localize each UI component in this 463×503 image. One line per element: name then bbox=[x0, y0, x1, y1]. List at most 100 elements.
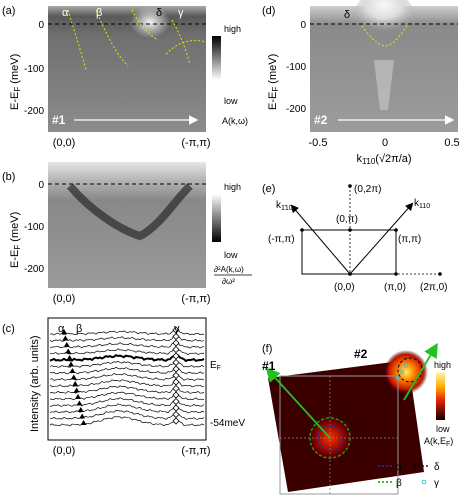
panel-d-xtick: 0 bbox=[382, 137, 388, 149]
point-label: (0,π) bbox=[336, 214, 358, 225]
fs-map-spot-corner bbox=[384, 350, 428, 394]
panel-c: (c) α β γ EF -54meV Intensity (arb. unit… bbox=[2, 317, 245, 457]
panel-c-frame bbox=[47, 317, 207, 441]
panel-a-ytick: -200 bbox=[24, 106, 44, 117]
colorbar-label: A(k,ω) bbox=[222, 116, 248, 126]
edc-curve bbox=[49, 327, 205, 336]
panel-c-ylabel: Intensity (arb. units) bbox=[29, 335, 41, 432]
point-2pi-0 bbox=[438, 272, 442, 276]
cut-1-arrow bbox=[265, 367, 331, 439]
panel-d-xlabel: k1̄10(√2π/a) bbox=[356, 153, 411, 166]
panel-a-xlabel-left: (0,0) bbox=[53, 137, 76, 149]
panel-b-spectrum bbox=[48, 162, 206, 288]
panel-a-ylabel: E-EF (meV) bbox=[9, 54, 22, 110]
band-label-gamma: γ bbox=[174, 323, 180, 335]
panel-f-label: (f) bbox=[262, 343, 272, 355]
panel-a-fit-lines bbox=[67, 9, 207, 71]
edc-triangle-marker bbox=[69, 368, 76, 373]
colorbar-low: low bbox=[224, 96, 238, 106]
band-label-alpha: α bbox=[58, 323, 65, 335]
panel-c-label: (c) bbox=[2, 323, 15, 335]
edc-triangle-marker bbox=[66, 355, 73, 360]
panel-d-v-feature bbox=[374, 60, 394, 110]
legend-alpha-label: α bbox=[396, 462, 402, 473]
cut-2-arrow bbox=[403, 342, 438, 401]
band-label-beta: β bbox=[96, 7, 102, 19]
gamma-marker bbox=[399, 369, 405, 375]
edc-triangle-marker bbox=[70, 374, 77, 380]
edc-curve bbox=[49, 341, 205, 349]
legend-gamma-marker bbox=[421, 479, 427, 485]
edc-curve bbox=[49, 335, 205, 343]
edc-triangle-marker bbox=[75, 394, 81, 399]
colorbar-label: A(k,EF) bbox=[424, 436, 453, 448]
point-0-2pi bbox=[348, 184, 352, 188]
edc-diamond-marker bbox=[172, 371, 180, 380]
panel-c-xlabel-left: (0,0) bbox=[53, 445, 76, 457]
edc-diamond-marker bbox=[172, 404, 180, 412]
panel-f: (f) #1 #2 high low A(k,EF) α δ β γ bbox=[262, 342, 453, 495]
k-110-arrow bbox=[349, 202, 414, 275]
edc-diamond-marker bbox=[172, 365, 180, 373]
point-mpi-pi bbox=[300, 228, 304, 232]
beta-contour bbox=[309, 417, 351, 459]
edc-diamond-marker bbox=[172, 378, 180, 386]
point-0-0 bbox=[348, 272, 352, 276]
cut-label-2: #2 bbox=[354, 347, 368, 361]
point-label: (π,0) bbox=[384, 282, 406, 293]
edc-curve bbox=[49, 397, 205, 407]
edc-triangle-marker bbox=[62, 335, 69, 341]
colorbar-label-den: ∂ω² bbox=[222, 277, 235, 286]
panel-b-xlabel-left: (0,0) bbox=[53, 293, 76, 305]
edc-triangle-marker bbox=[80, 420, 87, 425]
edc-triangle-marker bbox=[61, 329, 67, 334]
edc-curve bbox=[49, 385, 205, 394]
panel-a-ytick: -100 bbox=[24, 64, 44, 75]
edc-triangle-marker bbox=[77, 407, 84, 412]
panel-a-ytick: 0 bbox=[38, 20, 44, 31]
panel-a-bright-spot bbox=[130, 6, 170, 38]
band-label-delta: δ bbox=[344, 9, 350, 21]
edc-diamond-marker bbox=[172, 397, 180, 406]
panel-d-ytick: 0 bbox=[300, 20, 306, 31]
k-1bar10-arrow bbox=[290, 204, 351, 275]
point-pi-pi bbox=[394, 228, 398, 232]
edc-triangle-marker bbox=[76, 400, 83, 406]
cut-label-1: #1 bbox=[52, 113, 66, 127]
panel-b-ylabel: E-EF (meV) bbox=[9, 212, 22, 268]
edc-diamond-marker bbox=[172, 352, 180, 360]
edc-diamond-marker bbox=[172, 410, 180, 419]
panel-d-fit-line bbox=[361, 23, 409, 47]
edc-diamond-marker bbox=[172, 391, 180, 399]
edc-curve bbox=[49, 391, 205, 401]
panel-d-ytick: -100 bbox=[286, 62, 306, 73]
panel-c-xlabel-right: (-π,π) bbox=[181, 445, 210, 457]
point-0-pi bbox=[348, 228, 352, 232]
panel-b-ytick: -100 bbox=[24, 222, 44, 233]
panel-b-colorbar bbox=[212, 194, 221, 242]
panel-a-spectrum bbox=[48, 6, 206, 132]
edc-triangle-marker bbox=[72, 381, 79, 386]
edc-triangle-marker bbox=[73, 387, 80, 393]
point-label: (-π,π) bbox=[268, 234, 295, 245]
colorbar-label-num: ∂²A(k,ω) bbox=[214, 265, 244, 274]
bottom-energy-label: -54meV bbox=[210, 418, 245, 429]
panel-b-ytick: 0 bbox=[38, 180, 44, 191]
panel-e: (e) (0,2π) (0,π) (-π,π) (π,π) (0,0) (π,0… bbox=[262, 183, 447, 293]
legend-delta-label: δ bbox=[434, 462, 440, 473]
brillouin-zone-box bbox=[301, 229, 397, 275]
panel-d-xtick: -0.5 bbox=[309, 137, 328, 149]
point-label: (π,π) bbox=[398, 234, 421, 245]
edc-curve bbox=[49, 348, 205, 356]
point-label: (2π,0) bbox=[420, 282, 447, 293]
edc-diamond-marker bbox=[172, 384, 180, 393]
panel-d-ytick: -200 bbox=[286, 104, 306, 115]
k-left-label: k1̄10 bbox=[276, 200, 293, 212]
panel-a-xlabel-right: (-π,π) bbox=[181, 137, 210, 149]
alpha-contour bbox=[317, 425, 343, 451]
colorbar-low: low bbox=[436, 424, 450, 434]
legend-gamma-label: γ bbox=[434, 478, 439, 489]
point-label: (0,0) bbox=[334, 282, 355, 293]
panel-a-label: (a) bbox=[2, 5, 15, 17]
